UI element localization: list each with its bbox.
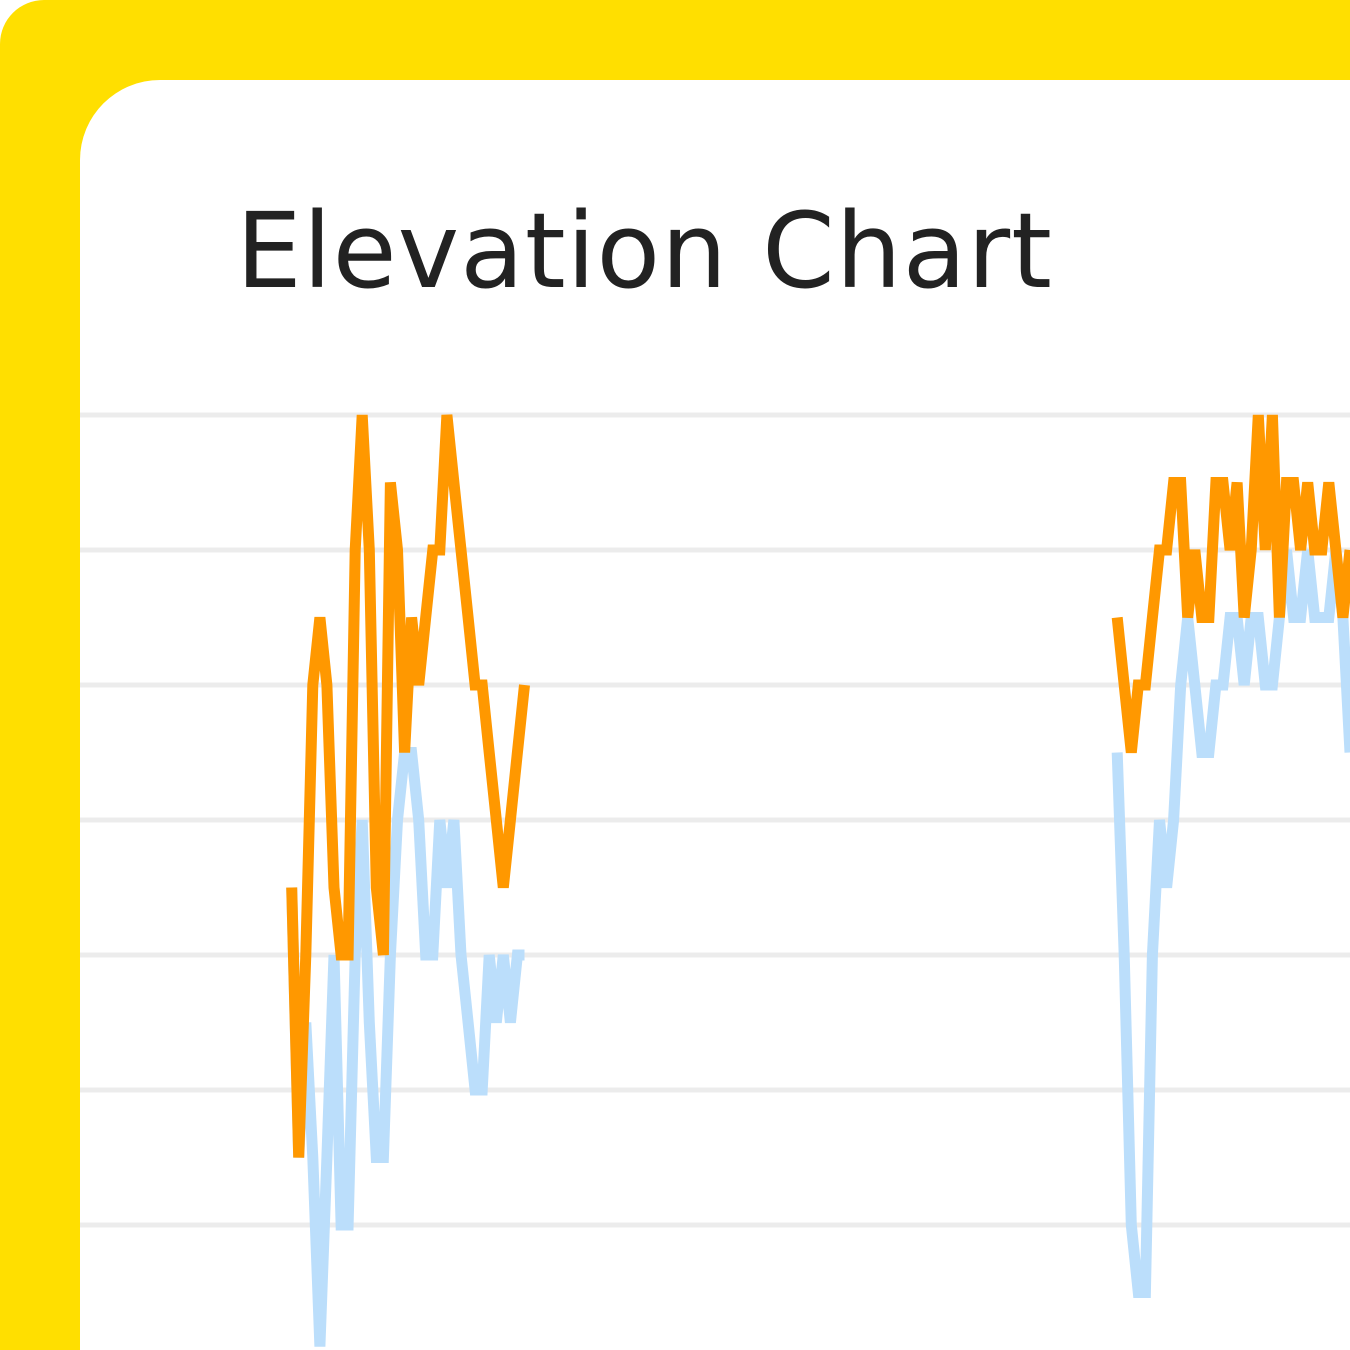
- chart-title: Elevation Chart: [236, 190, 1053, 312]
- elevation-line: [286, 414, 1350, 1158]
